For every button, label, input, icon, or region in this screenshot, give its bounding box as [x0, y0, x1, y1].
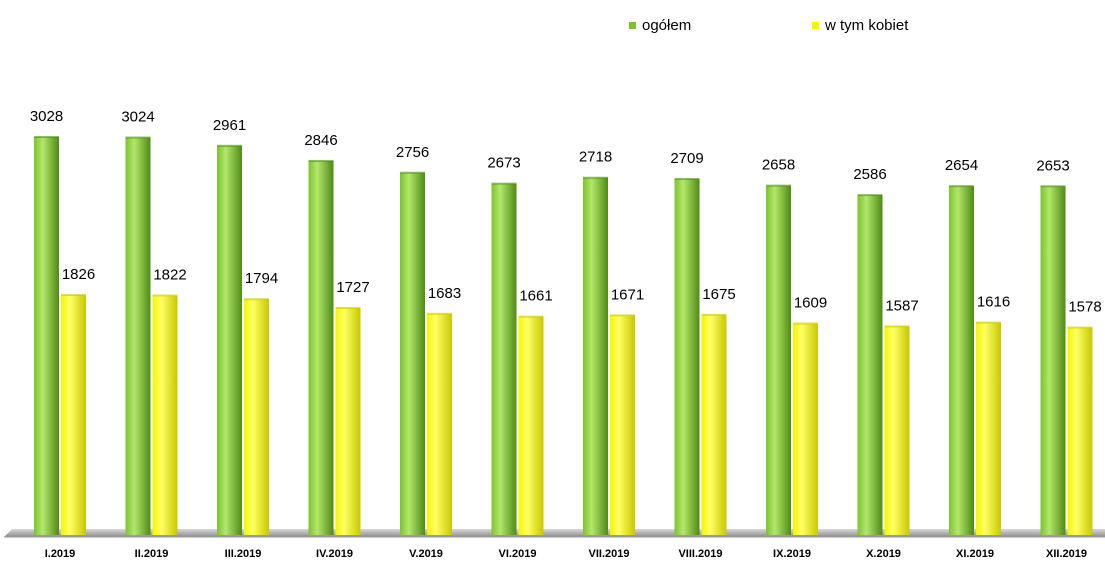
bar-top-ogolem-10: [857, 194, 883, 197]
data-label-kobiet-5: 1683: [428, 285, 461, 302]
bar-ogolem-8: [674, 178, 700, 535]
x-tick-label-7: VII.2019: [589, 548, 630, 560]
bar-ogolem-7: [583, 177, 608, 535]
bar-ogolem-10: [857, 195, 883, 535]
data-label-kobiet-11: 1616: [977, 294, 1010, 311]
bar-kobiet-11: [976, 322, 1001, 535]
x-tick-label-1: I.2019: [45, 548, 76, 560]
bar-top-ogolem-5: [400, 171, 425, 174]
x-tick-label-6: VI.2019: [499, 548, 537, 560]
data-label-kobiet-7: 1671: [611, 286, 644, 303]
data-label-ogolem-7: 2718: [579, 149, 612, 166]
data-label-kobiet-3: 1794: [245, 270, 278, 287]
x-tick-label-9: IX.2019: [773, 548, 811, 560]
bar-ogolem-12: [1040, 186, 1066, 535]
data-label-kobiet-10: 1587: [885, 297, 918, 314]
bar-ogolem-5: [400, 172, 425, 535]
bar-ogolem-1: [34, 137, 59, 535]
legend-label-kobiet: w tym kobiet: [825, 16, 909, 34]
data-label-kobiet-6: 1661: [519, 288, 552, 305]
legend-swatch-green: [629, 21, 636, 29]
bar-ogolem-4: [308, 160, 334, 535]
bar-kobiet-3: [244, 299, 269, 535]
data-label-ogolem-1: 3028: [30, 108, 63, 125]
data-label-kobiet-12: 1578: [1068, 299, 1101, 316]
bar-top-ogolem-8: [674, 177, 700, 180]
bar-kobiet-1: [61, 294, 86, 535]
bar-top-ogolem-9: [766, 184, 791, 187]
x-tick-label-12: XII.2019: [1046, 548, 1087, 560]
bar-top-ogolem-11: [949, 185, 974, 188]
bar-kobiet-10: [884, 326, 910, 535]
data-label-ogolem-5: 2756: [396, 144, 429, 161]
bar-top-ogolem-7: [583, 176, 608, 179]
bar-top-ogolem-1: [34, 136, 59, 138]
bar-top-kobiet-3: [244, 298, 269, 301]
legend-item-kobiet: w tym kobiet: [812, 14, 908, 36]
chart-floor: [4, 529, 1105, 537]
x-tick-label-3: III.2019: [225, 548, 262, 560]
bar-kobiet-6: [518, 316, 544, 535]
legend-label-ogolem: ogółem: [642, 16, 692, 34]
bar-top-kobiet-11: [976, 321, 1001, 324]
bar-ogolem-11: [949, 186, 974, 536]
data-label-kobiet-4: 1727: [336, 279, 369, 296]
data-label-ogolem-9: 2658: [762, 157, 795, 174]
bar-top-ogolem-3: [217, 144, 242, 147]
data-label-ogolem-8: 2709: [670, 150, 703, 167]
data-label-kobiet-1: 1826: [62, 266, 95, 283]
bar-top-kobiet-6: [518, 315, 544, 318]
bar-top-ogolem-6: [491, 182, 517, 185]
bar-top-kobiet-9: [793, 322, 818, 325]
bar-top-ogolem-12: [1040, 185, 1066, 188]
data-label-kobiet-8: 1675: [702, 286, 735, 303]
data-label-ogolem-12: 2653: [1036, 157, 1069, 174]
bar-top-kobiet-4: [335, 307, 361, 310]
bar-top-kobiet-10: [884, 325, 910, 328]
data-label-ogolem-10: 2586: [853, 166, 886, 183]
bar-ogolem-2: [125, 137, 151, 535]
data-label-ogolem-4: 2846: [304, 132, 337, 149]
x-tick-label-5: V.2019: [409, 548, 443, 560]
bar-top-kobiet-8: [701, 313, 727, 316]
bar-kobiet-4: [335, 308, 361, 535]
data-label-kobiet-9: 1609: [794, 295, 827, 312]
x-tick-label-8: VIII.2019: [678, 548, 722, 560]
bar-top-kobiet-5: [427, 312, 452, 315]
x-tick-label-10: X.2019: [866, 548, 901, 560]
x-tick-label-4: IV.2019: [316, 548, 353, 560]
bar-top-ogolem-2: [125, 136, 151, 139]
data-label-ogolem-11: 2654: [945, 157, 978, 174]
bar-ogolem-3: [217, 145, 242, 536]
bar-ogolem-9: [766, 185, 791, 536]
data-label-ogolem-2: 3024: [121, 109, 154, 126]
bar-top-ogolem-4: [308, 159, 334, 162]
bar-kobiet-7: [610, 315, 635, 535]
bar-kobiet-2: [152, 295, 178, 535]
bar-top-kobiet-12: [1067, 326, 1093, 329]
bar-top-kobiet-1: [61, 293, 86, 296]
bar-kobiet-8: [701, 314, 727, 535]
data-label-kobiet-2: 1822: [153, 267, 186, 284]
bar-kobiet-5: [427, 313, 452, 535]
legend-swatch-yellow: [812, 21, 819, 29]
x-tick-label-11: XI.2019: [956, 548, 994, 560]
bar-kobiet-9: [793, 323, 818, 535]
x-tick-label-2: II.2019: [135, 548, 169, 560]
data-label-ogolem-3: 2961: [213, 117, 246, 134]
bar-kobiet-12: [1067, 327, 1093, 535]
bar-top-kobiet-7: [610, 314, 635, 317]
legend-item-ogolem: ogółem: [629, 14, 691, 36]
data-label-ogolem-6: 2673: [487, 155, 520, 172]
bar-ogolem-6: [491, 183, 517, 535]
bar-top-kobiet-2: [152, 294, 178, 297]
